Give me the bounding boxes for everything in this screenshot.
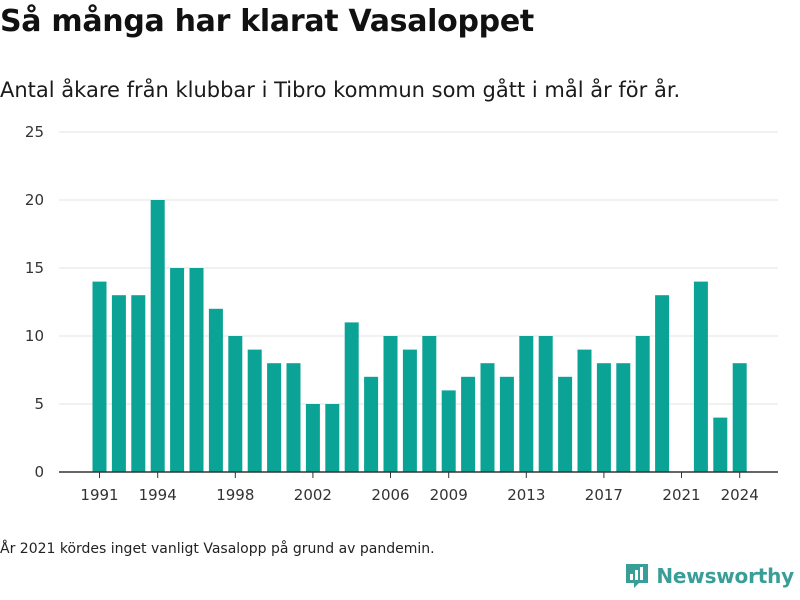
bar-1995	[170, 268, 185, 472]
bar-1998	[228, 336, 243, 472]
x-tick-label: 1994	[139, 486, 177, 504]
y-tick-label: 15	[25, 259, 44, 277]
x-tick-label: 2024	[721, 486, 759, 504]
x-tick-label: 2017	[585, 486, 623, 504]
bar-1994	[150, 200, 165, 472]
x-tick-label: 2021	[662, 486, 700, 504]
x-tick-label: 1991	[80, 486, 118, 504]
bar-2008	[422, 336, 437, 472]
y-tick-label: 20	[25, 191, 44, 209]
bar-2002	[305, 404, 320, 472]
bar-1999	[247, 349, 262, 472]
bar-1997	[208, 308, 223, 472]
bar-2000	[267, 363, 282, 472]
chart-title: Så många har klarat Vasaloppet	[0, 4, 534, 39]
bar-chart-speech-bubble-icon	[626, 564, 649, 588]
bar-2005	[364, 376, 379, 472]
bar-2022	[693, 281, 708, 472]
x-tick-label: 1998	[216, 486, 254, 504]
y-tick-label: 5	[34, 395, 44, 413]
bar-2007	[402, 349, 417, 472]
x-tick-label: 2006	[371, 486, 409, 504]
bar-1991	[92, 281, 107, 472]
bar-2013	[519, 336, 534, 472]
bar-2020	[655, 295, 670, 472]
bars	[92, 200, 747, 472]
x-tick-label: 2013	[507, 486, 545, 504]
bar-2001	[286, 363, 301, 472]
axes: 0 5 10 15 20 25 1991 1994 1998 2002 2006 2009 2013 20…	[25, 123, 778, 504]
bar-2017	[596, 363, 611, 472]
bar-2014	[538, 336, 553, 472]
grid-lines	[59, 131, 778, 405]
bar-2019	[635, 336, 650, 472]
x-tick-label: 2002	[294, 486, 332, 504]
bar-1993	[131, 295, 146, 472]
bar-2010	[461, 376, 476, 472]
bar-1992	[111, 295, 126, 472]
bar-chart: 0 5 10 15 20 25 1991 1994 1998 2002 2006 2009 2013 20…	[25, 123, 778, 504]
x-tick-label: 2009	[430, 486, 468, 504]
bar-2015	[558, 376, 573, 472]
bar-2023	[713, 417, 728, 472]
bar-2011	[480, 363, 495, 472]
chart-subtitle: Antal åkare från klubbar i Tibro kommun …	[0, 78, 681, 102]
bar-2006	[383, 336, 398, 472]
bar-2024	[732, 363, 747, 472]
brand-logo: Newsworthy	[624, 562, 794, 590]
brand-name: Newsworthy	[656, 564, 794, 588]
bar-2018	[616, 363, 631, 472]
bar-1996	[189, 268, 204, 472]
bar-2012	[499, 376, 514, 472]
bar-2009	[441, 390, 456, 472]
y-tick-label: 10	[25, 327, 44, 345]
bar-2004	[344, 322, 359, 472]
y-tick-label: 0	[34, 463, 44, 481]
bar-2003	[325, 404, 340, 472]
bar-2016	[577, 349, 592, 472]
footnote: År 2021 kördes inget vanligt Vasalopp på…	[0, 541, 435, 557]
y-tick-label: 25	[25, 123, 44, 141]
